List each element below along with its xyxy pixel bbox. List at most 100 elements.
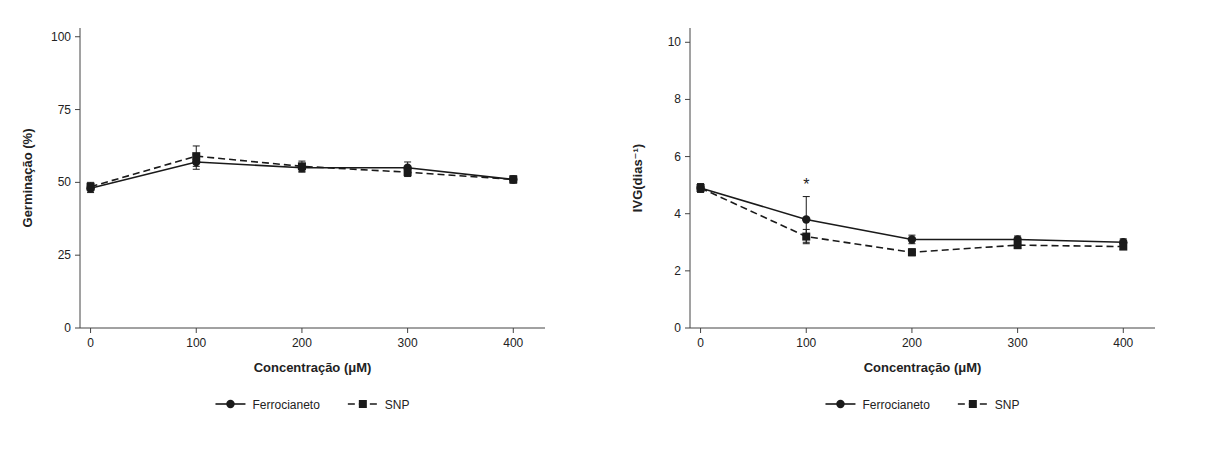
legend-marker	[836, 400, 844, 408]
y-tick-label: 2	[674, 264, 681, 278]
x-axis-line	[690, 328, 1155, 329]
y-tick	[685, 270, 690, 271]
data-point	[696, 184, 704, 192]
x-tick	[1123, 328, 1124, 333]
x-tick-label: 200	[292, 336, 312, 350]
y-tick	[685, 99, 690, 100]
x-tick-label: 300	[1008, 336, 1028, 350]
x-axis-label: Concentração (μM)	[254, 360, 372, 375]
x-tick-label: 0	[87, 336, 94, 350]
series-line	[91, 156, 514, 187]
legend-item: Ferrocianeto	[215, 398, 320, 412]
y-tick-label: 8	[674, 92, 681, 106]
error-bar	[803, 197, 810, 243]
error-bar	[908, 249, 915, 256]
x-tick	[1017, 328, 1018, 333]
x-tick	[196, 328, 197, 333]
x-axis-label: Concentração (μM)	[864, 360, 982, 375]
error-bar	[510, 176, 517, 183]
y-tick	[685, 328, 690, 329]
error-bar	[1014, 242, 1021, 249]
x-tick	[911, 328, 912, 333]
y-tick	[75, 328, 80, 329]
legend-marker	[226, 400, 234, 408]
plot-area	[86, 146, 517, 193]
error-bar	[697, 184, 704, 193]
legend-item: Ferrocianeto	[825, 398, 930, 412]
error-bar	[298, 161, 305, 171]
series-line	[701, 188, 1124, 252]
y-tick-label: 10	[668, 35, 682, 49]
legend-label: Ferrocianeto	[862, 398, 930, 412]
data-point	[908, 248, 916, 256]
error-bar	[193, 146, 200, 166]
panel: 0 100 200 300 400 0 2 4 6 8 10 Concentração (μM) IVG…	[630, 28, 1155, 412]
data-point	[802, 233, 810, 241]
y-tick	[685, 156, 690, 157]
y-axis-line	[690, 28, 691, 328]
y-axis-label: Germinação (%)	[20, 129, 35, 228]
chart-root: 01002003004000255075100Concentração (μM)…	[0, 0, 1219, 459]
data-point	[1014, 241, 1022, 249]
y-tick-label: 0	[64, 321, 71, 335]
x-tick	[513, 328, 514, 333]
y-tick	[75, 255, 80, 256]
legend: Ferrocianeto SNP	[825, 398, 1019, 412]
y-tick-label: 100	[51, 30, 71, 44]
x-tick-label: 400	[1113, 336, 1133, 350]
error-bar	[510, 176, 517, 183]
y-tick	[685, 42, 690, 43]
legend-item: SNP	[958, 398, 1020, 412]
x-tick-label: 0	[697, 336, 704, 350]
y-tick-label: 4	[674, 207, 681, 221]
y-tick	[685, 213, 690, 214]
x-tick-label: 300	[398, 336, 418, 350]
x-tick	[407, 328, 408, 333]
y-tick-label: 50	[58, 175, 72, 189]
data-point	[298, 162, 306, 170]
series-line	[701, 188, 1124, 242]
panel: 0 100 200 300 400 0 25 50 75 100 Concentração (μM)…	[20, 28, 545, 412]
y-tick-label: 0	[674, 321, 681, 335]
x-tick	[700, 328, 701, 333]
legend-marker	[969, 400, 977, 408]
data-point	[802, 215, 810, 223]
y-tick	[75, 36, 80, 37]
y-axis-line	[80, 28, 81, 328]
data-point	[509, 175, 517, 183]
data-point	[192, 152, 200, 160]
legend-item: SNP	[348, 398, 410, 412]
error-bar	[908, 235, 915, 244]
legend-marker	[359, 400, 367, 408]
y-tick	[75, 109, 80, 110]
legend: Ferrocianeto SNP	[215, 398, 409, 412]
x-tick-label: 200	[902, 336, 922, 350]
annotation: *	[803, 176, 809, 193]
background	[0, 0, 1219, 459]
y-tick-label: 6	[674, 150, 681, 164]
data-point	[908, 235, 916, 243]
x-tick	[90, 328, 91, 333]
y-tick-label: 75	[58, 103, 72, 117]
data-point	[404, 168, 412, 176]
y-tick-label: 25	[58, 248, 72, 262]
x-axis-line	[80, 328, 545, 329]
legend-label: SNP	[385, 398, 410, 412]
data-point	[1119, 243, 1127, 251]
legend-label: SNP	[995, 398, 1020, 412]
data-point	[697, 184, 705, 192]
y-axis-label: IVG(dias⁻¹)	[630, 144, 645, 212]
error-bar	[697, 184, 704, 193]
data-point	[509, 175, 517, 183]
x-tick	[806, 328, 807, 333]
x-tick-label: 400	[503, 336, 523, 350]
error-bar	[87, 182, 94, 191]
error-bar	[404, 168, 411, 177]
legend-label: Ferrocianeto	[252, 398, 320, 412]
error-bar	[803, 229, 810, 243]
x-tick	[301, 328, 302, 333]
plot-area	[696, 184, 1127, 257]
y-tick	[75, 182, 80, 183]
x-tick-label: 100	[796, 336, 816, 350]
x-tick-label: 100	[186, 336, 206, 350]
